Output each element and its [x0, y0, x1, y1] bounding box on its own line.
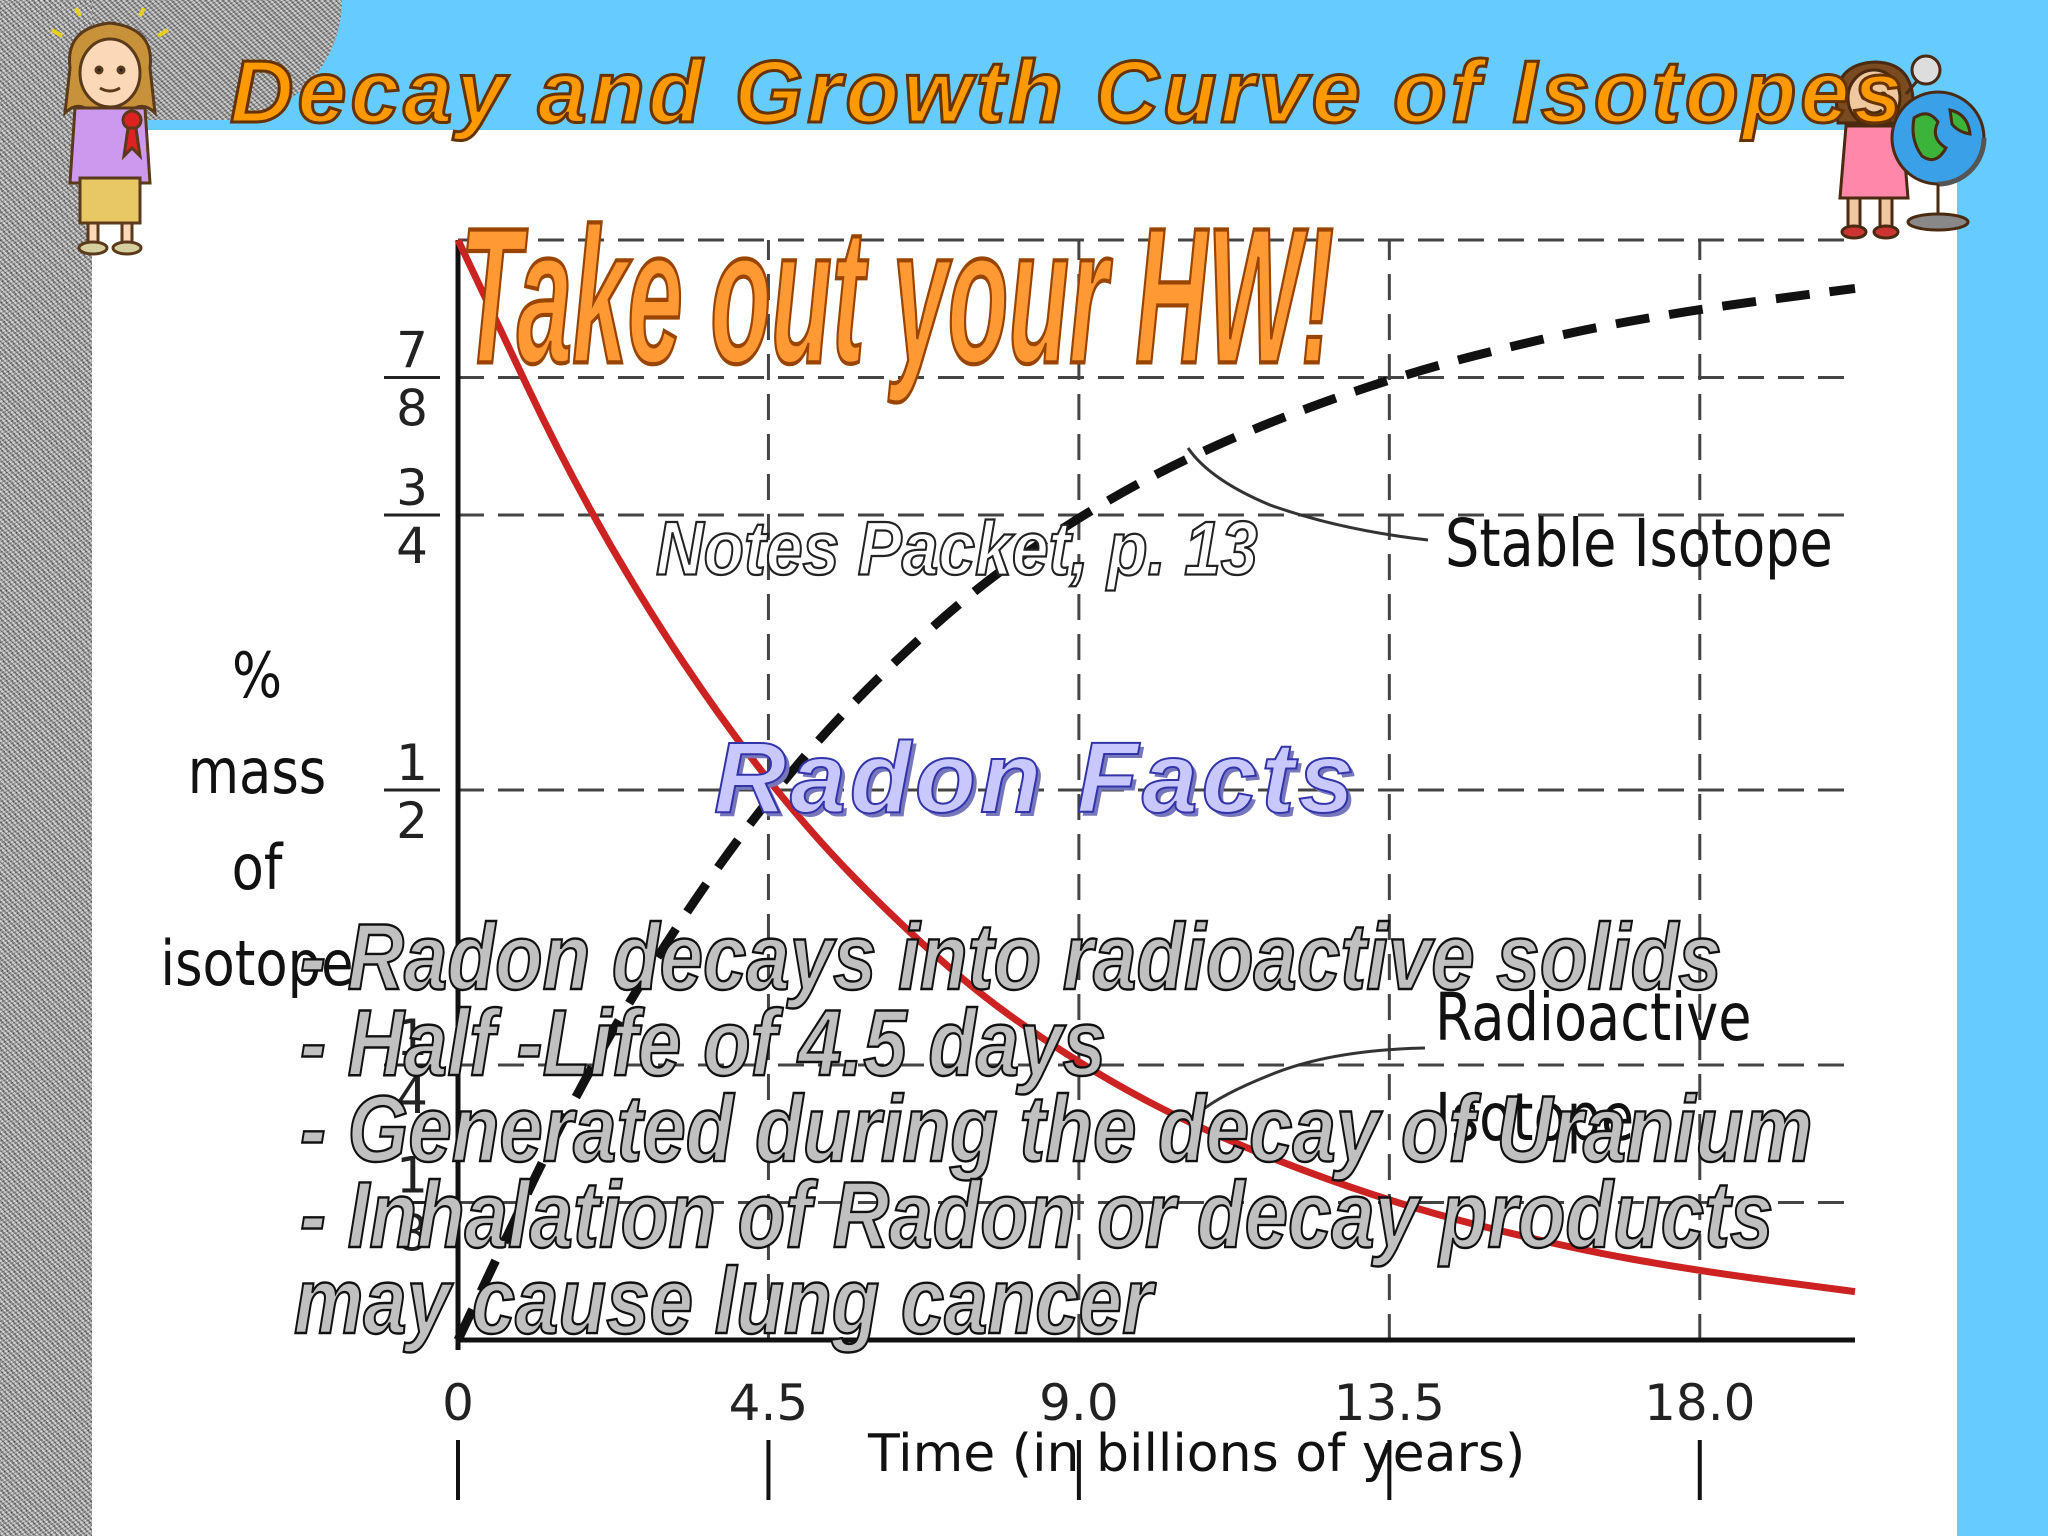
homework-banner: Take out your HW!: [459, 188, 1335, 405]
slide-title: Decay and Growth Curve of Isotopes: [229, 42, 1907, 141]
chart-annotations: Stable Isotope Radioactive Isotope: [1186, 447, 1833, 1157]
chart-axes: [455, 240, 1855, 1500]
radon-facts-heading: Radon Facts: [713, 722, 1359, 834]
y-tick-denominator: 8: [396, 380, 428, 438]
fact-line: - Inhalation of Radon or decay products: [299, 1162, 1774, 1268]
left-granite-border: [0, 0, 92, 1536]
y-tick-numerator: 3: [396, 459, 428, 517]
chart-grid: [458, 238, 1855, 1340]
fact-line: - Generated during the decay of Uranium: [299, 1076, 1814, 1182]
y-axis-label-line: isotope: [160, 927, 354, 1000]
fact-line: may cause lung cancer: [293, 1248, 1153, 1354]
x-tick-label: 0: [442, 1374, 474, 1432]
right-blue-band: [1957, 0, 2048, 1536]
fact-line: - Half -Life of 4.5 days: [299, 990, 1107, 1096]
x-tick-label: 18.0: [1644, 1374, 1755, 1432]
radon-facts-list: - Radon decays into radioactive solids -…: [293, 904, 1814, 1349]
top-blue-band: [0, 0, 2048, 130]
y-tick-numerator: 1: [396, 1009, 428, 1067]
x-tick-label: 13.5: [1334, 1374, 1445, 1432]
stable-isotope-curve: [453, 283, 1856, 1342]
radioactive-isotope-leader-line: [1199, 1046, 1426, 1114]
stable-isotope-annotation: Stable Isotope: [1445, 506, 1833, 583]
radioactive-isotope-annotation-line2: Isotope: [1435, 1080, 1634, 1157]
y-axis-label-line: of: [231, 831, 283, 904]
stable-isotope-leader-line: [1186, 447, 1429, 542]
radioactive-isotope-curve: [454, 238, 1856, 1296]
notes-packet-subtitle: Notes Packet, p. 13: [655, 505, 1259, 591]
y-tick-denominator: 2: [396, 792, 428, 850]
y-axis-label-line: % mass: [187, 639, 327, 808]
radioactive-isotope-annotation: Radioactive: [1435, 980, 1752, 1057]
chart-series: [453, 238, 1856, 1342]
girl-with-ribbon-clipart: [50, 8, 170, 256]
girl-with-globe-clipart: [1834, 54, 1987, 240]
y-tick-denominator: 4: [396, 517, 428, 575]
x-tick-label: 4.5: [729, 1374, 809, 1432]
y-tick-denominator: 8: [396, 1205, 428, 1263]
y-axis-label: % mass of isotope: [159, 628, 355, 1012]
x-tick-labels: 0 4.5 9.0 13.5 18.0: [442, 1374, 1755, 1432]
y-tick-numerator: 1: [396, 1147, 428, 1205]
y-tick-numerator: 7: [396, 322, 428, 380]
y-tick-denominator: 4: [396, 1067, 428, 1125]
y-tick-numerator: 1: [396, 734, 428, 792]
fact-line: - Radon decays into radioactive solids: [299, 904, 1723, 1010]
x-axis-label: Time (in billions of years): [868, 1424, 1526, 1484]
x-tick-label: 9.0: [1039, 1374, 1119, 1432]
